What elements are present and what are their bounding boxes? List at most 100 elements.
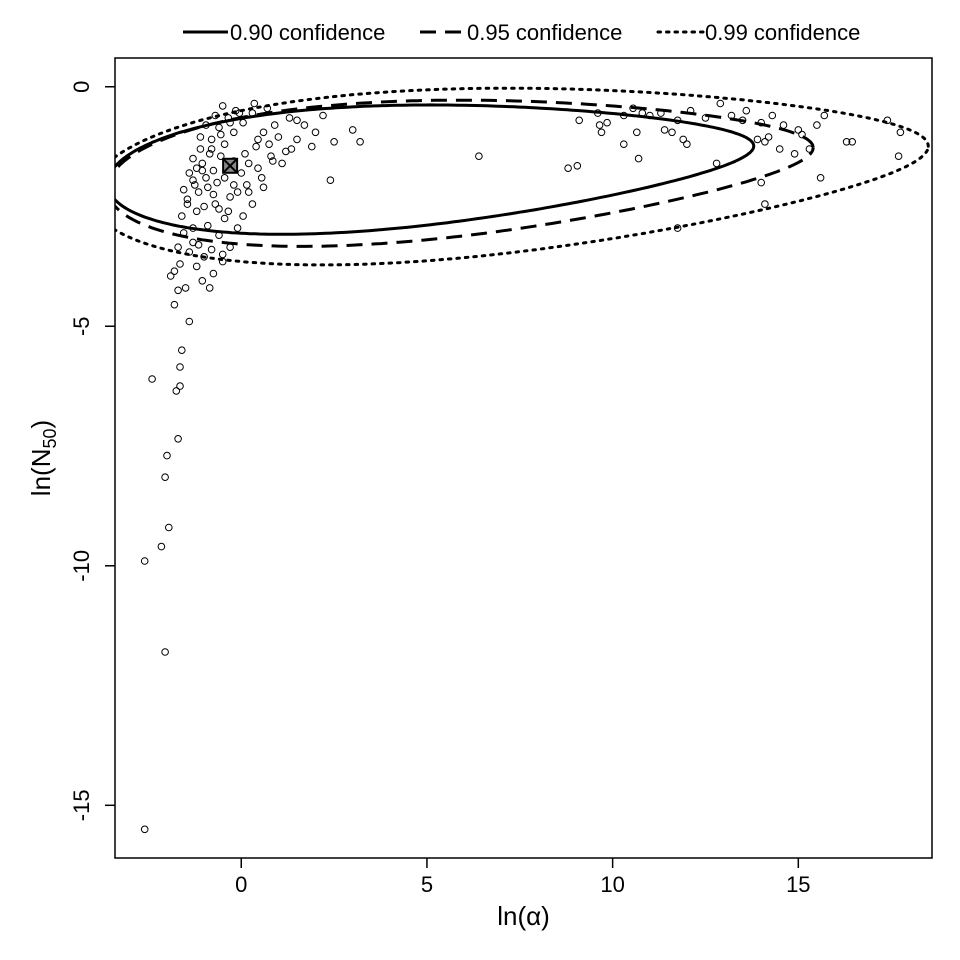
data-point <box>215 231 223 239</box>
data-point <box>170 267 179 276</box>
data-point <box>716 99 725 108</box>
legend: 0.90 confidence 0.95 confidence 0.99 confi… <box>183 20 860 45</box>
data-point <box>319 111 327 120</box>
data-point <box>198 166 207 175</box>
data-point <box>239 212 247 220</box>
legend-label: 0.90 confidence <box>230 20 385 45</box>
data-point <box>226 243 234 251</box>
data-point <box>200 252 208 261</box>
data-point <box>207 245 216 254</box>
data-point <box>326 176 335 184</box>
data-point <box>620 111 628 120</box>
data-point <box>178 212 186 220</box>
y-tick-label: -15 <box>69 789 94 821</box>
data-point <box>224 207 233 216</box>
data-point <box>894 152 903 160</box>
data-point <box>217 130 225 139</box>
data-point <box>163 451 171 460</box>
data-point <box>211 200 220 208</box>
y-tick-label: -5 <box>69 316 94 336</box>
data-point <box>220 214 229 223</box>
scatter-points <box>140 99 905 834</box>
data-point <box>356 138 364 146</box>
y-axis: 0 -5 -10 -15 <box>69 81 115 821</box>
data-point <box>179 185 188 194</box>
data-point <box>157 542 166 551</box>
y-axis-label: ln(N50) <box>26 420 60 496</box>
data-point <box>161 473 169 482</box>
point-estimate-marker <box>222 157 239 174</box>
data-point <box>226 193 234 201</box>
data-point <box>224 114 233 122</box>
data-point <box>267 152 275 160</box>
data-point <box>259 128 268 137</box>
data-point <box>311 128 320 137</box>
data-point <box>174 286 182 295</box>
data-point <box>220 140 229 148</box>
data-point <box>148 375 156 383</box>
y-axis-label-main: ln(N <box>26 449 56 497</box>
data-point <box>220 174 229 182</box>
legend-label: 0.99 confidence <box>705 20 860 45</box>
data-point <box>683 140 691 148</box>
data-point <box>673 116 682 125</box>
data-point <box>233 188 242 196</box>
contour-solid-0 <box>115 103 756 236</box>
data-point <box>189 238 197 247</box>
data-point <box>204 183 212 192</box>
data-point <box>196 133 205 141</box>
data-point <box>244 159 253 168</box>
data-point <box>217 152 225 160</box>
x-axis-label: ln(α) <box>497 901 550 931</box>
data-point <box>204 221 212 230</box>
data-point <box>265 140 273 148</box>
y-tick-label: -10 <box>69 550 94 582</box>
data-point <box>660 126 669 134</box>
data-point <box>205 284 214 292</box>
data-point <box>179 229 188 237</box>
data-point <box>712 159 721 168</box>
data-point <box>896 128 905 137</box>
data-point <box>241 150 249 158</box>
data-point <box>189 154 197 163</box>
data-point <box>634 154 643 163</box>
data-point <box>252 142 260 151</box>
data-point <box>235 109 244 117</box>
contour-dashed-1 <box>115 98 815 248</box>
data-point <box>278 159 286 168</box>
data-point <box>594 109 602 117</box>
data-point <box>198 159 207 168</box>
data-point <box>185 248 194 256</box>
data-point <box>348 126 357 134</box>
data-point <box>646 111 654 120</box>
x-axis: 0 5 10 15 <box>235 858 811 897</box>
data-point <box>573 162 582 170</box>
data-point <box>248 109 257 117</box>
data-point <box>603 118 611 127</box>
x-tick-label: 0 <box>235 872 247 897</box>
data-point <box>192 262 201 271</box>
data-point <box>191 181 199 189</box>
data-point <box>679 135 688 144</box>
data-point <box>237 169 246 177</box>
data-point <box>189 224 197 232</box>
data-point <box>176 363 184 371</box>
data-point <box>183 195 192 204</box>
data-point <box>673 224 682 232</box>
data-point <box>183 200 192 208</box>
data-point <box>198 277 207 285</box>
data-point <box>768 111 777 120</box>
data-point <box>775 145 784 153</box>
data-point <box>257 174 266 182</box>
data-point <box>243 181 251 189</box>
data-point <box>230 181 238 189</box>
data-point <box>194 188 203 196</box>
data-point <box>790 150 799 158</box>
data-point <box>218 257 227 266</box>
data-point <box>178 346 186 355</box>
data-point <box>761 200 769 208</box>
data-point <box>779 121 788 129</box>
contour-dotted-2 <box>115 86 930 267</box>
data-point <box>230 128 238 137</box>
data-point <box>738 116 747 125</box>
